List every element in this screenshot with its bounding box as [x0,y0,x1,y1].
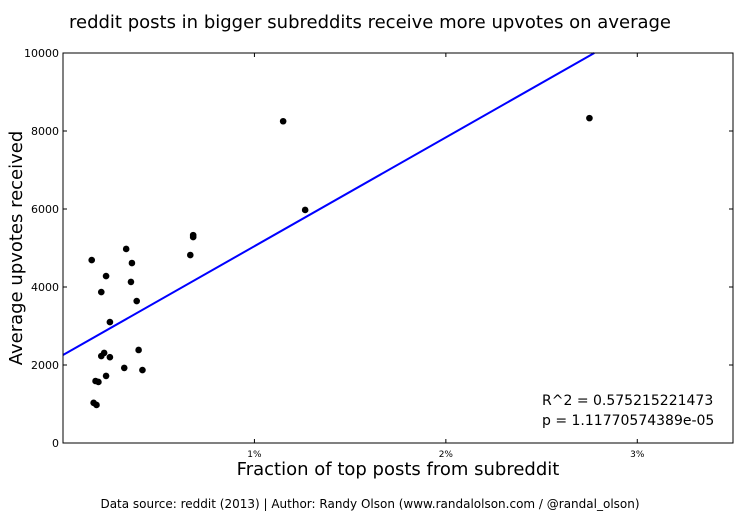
data-point [106,318,114,326]
data-point [127,278,135,286]
data-point [93,401,100,409]
data-point [128,259,136,267]
y-tick-label: 10000 [24,47,59,60]
data-point [301,206,309,214]
data-point [100,349,108,357]
y-tick-label: 2000 [31,359,59,372]
data-point [95,378,102,386]
data-point [88,256,96,264]
data-point [102,372,110,380]
y-tick-label: 0 [52,437,59,450]
plot-frame [62,52,734,444]
y-axis-label: Average upvotes received [6,131,27,366]
annotation-p: p = 1.11770574389e-05 [542,413,714,429]
data-point [139,366,146,374]
x-tick-label: 3% [630,450,645,460]
fit-line [62,52,595,356]
x-tick-label: 1% [247,450,262,460]
data-point [279,117,287,125]
x-tick-label: 2% [439,450,454,460]
data-point [135,346,142,354]
points-group [88,114,593,409]
y-tick-label: 4000 [31,281,59,294]
footer-source: Data source: reddit (2013) | Author: Ran… [100,497,639,511]
data-point [106,353,114,361]
data-point [97,288,105,296]
y-tick-label: 6000 [31,203,59,216]
annotation-r2: R^2 = 0.575215221473 [542,393,713,409]
data-point [120,364,128,372]
y-tick-label: 8000 [31,125,59,138]
chart-title: reddit posts in bigger subreddits receiv… [69,12,671,33]
x-axis-label: Fraction of top posts from subreddit [237,459,560,480]
fit-line-group [62,52,595,356]
data-point [133,297,140,305]
data-point [102,272,110,280]
ticks-group: 0 2000 4000 6000 8000 10000 1% 2% 3% [24,47,733,460]
data-point [586,114,593,122]
data-point [187,251,194,259]
data-point [122,245,130,253]
data-point [189,233,197,241]
